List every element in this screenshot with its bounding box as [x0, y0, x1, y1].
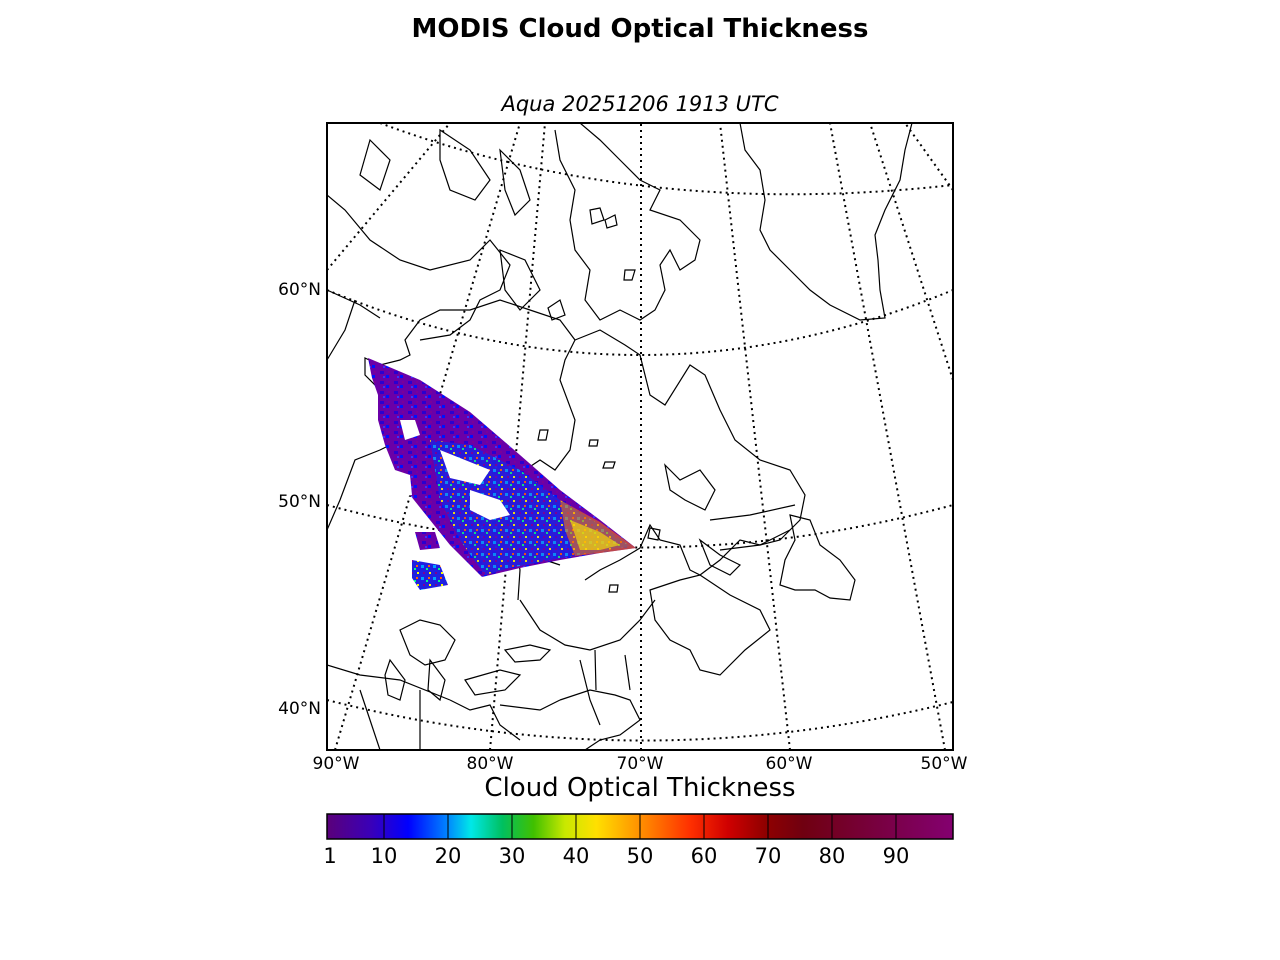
lon-label: 90°W — [313, 754, 360, 774]
colorbar-tick-label: 20 — [435, 844, 462, 868]
colorbar-title: Cloud Optical Thickness — [484, 773, 796, 803]
map-frame — [326, 122, 954, 751]
colorbar-tick-label: 90 — [883, 844, 910, 868]
lon-label: 60°W — [766, 754, 813, 774]
colorbar-tick-label: 1 — [323, 844, 336, 868]
map-area — [327, 123, 953, 750]
colorbar-tick-label: 60 — [691, 844, 718, 868]
latitude-labels: 60°N 50°N 40°N — [278, 280, 321, 719]
colorbar-tick-label: 10 — [371, 844, 398, 868]
colorbar-ticks — [383, 814, 897, 839]
colorbar-tick-label: 80 — [819, 844, 846, 868]
lat-label: 60°N — [278, 280, 321, 300]
colorbar-tick-label: 40 — [563, 844, 590, 868]
map-title: MODIS Cloud Optical Thickness — [411, 14, 869, 44]
lat-label: 40°N — [278, 699, 321, 719]
colorbar-tick-label: 50 — [627, 844, 654, 868]
graticule-longitudes — [327, 123, 953, 750]
lon-label: 50°W — [921, 754, 968, 774]
graticule-latitudes — [327, 123, 953, 742]
lon-label: 70°W — [617, 754, 664, 774]
borders — [327, 289, 796, 750]
lat-label: 50°N — [278, 492, 321, 512]
longitude-labels: 90°W 80°W 70°W 60°W 50°W — [313, 754, 968, 774]
map-subtitle: Aqua 20251206 1913 UTC — [501, 92, 779, 116]
colorbar-tick-label: 30 — [499, 844, 526, 868]
colorbar: 1 10 20 30 40 50 60 70 80 90 — [323, 813, 954, 868]
cloud-optical-thickness-swath — [368, 358, 636, 590]
colorbar-tick-labels: 1 10 20 30 40 50 60 70 80 90 — [323, 844, 909, 868]
lon-label: 80°W — [467, 754, 514, 774]
colorbar-tick-label: 70 — [755, 844, 782, 868]
